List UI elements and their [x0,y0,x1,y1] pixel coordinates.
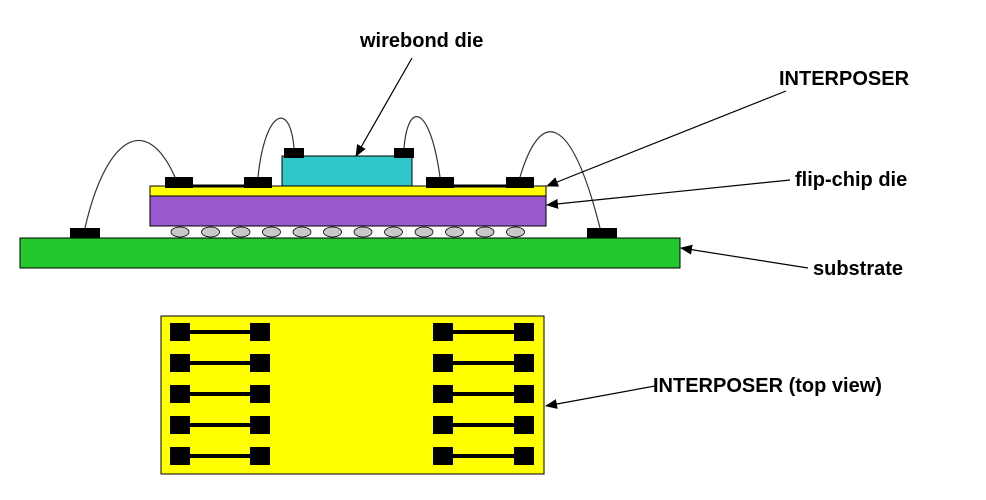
substrate-label: substrate [813,258,903,280]
interposer-pad [506,177,534,188]
top-view-pad [514,323,534,341]
substrate [19,237,681,269]
solder-bump [445,226,464,238]
top-view-pad [514,447,534,465]
top-view-pad [433,447,453,465]
interposer-pad [165,177,193,188]
solder-bump [384,226,403,238]
solder-bump [414,226,434,238]
wirebond-die-pad-right [394,148,414,158]
solder-bump [475,226,495,238]
top-view-pad [433,354,453,372]
top-view-pad [250,385,270,403]
solder-bump [231,226,251,238]
top-view-pad [170,385,190,403]
flip-chip-die [149,195,547,227]
interposer-pad [426,177,454,188]
top-view-pad [433,416,453,434]
solder-bump [262,226,281,238]
solder-bump [292,226,312,238]
flip-chip-die-arrow [546,179,791,209]
top-view-traces [170,323,534,465]
solder-bump [506,226,525,238]
solder-bump [201,226,220,238]
interposer-top-view-label: INTERPOSER (top view) [653,375,882,397]
top-view-pad [514,354,534,372]
wirebond-die-arrow [355,57,413,157]
solder-bump [353,226,373,238]
wirebond-die-pad-left [284,148,304,158]
bond-wire [84,140,176,229]
solder-bump [170,226,190,238]
top-view-pad [514,416,534,434]
top-view-pad [250,416,270,434]
interposer-top-view-arrow [545,385,656,409]
top-view-pad [170,354,190,372]
wirebond-die-label: wirebond die [359,30,483,52]
top-view-pad [170,447,190,465]
top-view-pad [250,354,270,372]
top-view-pad [433,385,453,403]
substrate-arrow [680,244,809,269]
top-view-pad [514,385,534,403]
solder-bump [323,226,342,238]
top-view-pad [250,447,270,465]
bond-wire [519,131,601,229]
flip-chip-die-label: flip-chip die [795,169,907,191]
substrate-pad [587,228,617,238]
bond-wire [403,116,441,178]
top-view-pad [250,323,270,341]
top-view-pad [170,323,190,341]
wirebond-die [281,155,413,187]
interposer-label: INTERPOSER [779,68,910,90]
interposer-pad [244,177,272,188]
top-view-pad [170,416,190,434]
bond-wire [257,117,295,178]
substrate-pad [70,228,100,238]
solder-bumps [170,226,525,238]
interposer-arrow [546,90,787,187]
top-view-pad [433,323,453,341]
